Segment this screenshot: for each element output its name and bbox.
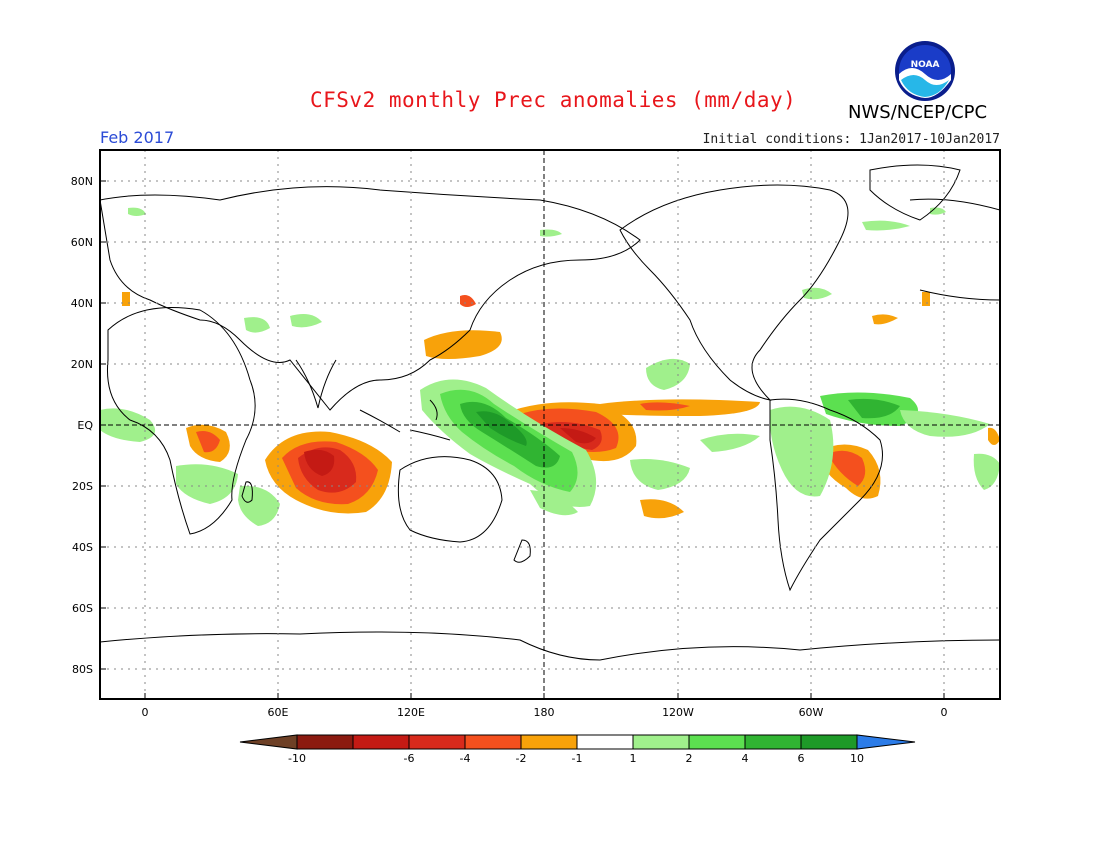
colorbar-segment (520, 734, 578, 750)
lat-label: 80S (72, 663, 93, 676)
colorbar-label: -1 (572, 752, 583, 765)
colorbar-segment (464, 734, 522, 750)
lat-label: 20N (71, 358, 93, 371)
lat-label: 40N (71, 297, 93, 310)
anomaly-shading (100, 207, 1000, 526)
colorbar-label: -10 (288, 752, 306, 765)
lon-label: 120W (662, 706, 694, 719)
colorbar-segment (296, 734, 354, 750)
coastlines (100, 164, 1000, 661)
colorbar-segment (352, 734, 410, 750)
lon-label: 120E (397, 706, 425, 719)
colorbar-segment (408, 734, 466, 750)
colorbar-label: -2 (516, 752, 527, 765)
map-title: CFSv2 monthly Prec anomalies (mm/day) (310, 88, 797, 112)
longitude-labels: 0 60E 120E 180 120W 60W 0 (142, 706, 948, 719)
colorbar-segment (632, 734, 690, 750)
lon-label: 0 (142, 706, 149, 719)
forecast-month: Feb 2017 (100, 128, 175, 147)
colorbar-label: 1 (630, 752, 637, 765)
colorbar-segment (688, 734, 746, 750)
colorbar-segment (800, 734, 858, 750)
colorbar-label: 10 (850, 752, 864, 765)
lat-label: 20S (72, 480, 93, 493)
colorbar-high-triangle (856, 734, 916, 750)
agency-label: NWS/NCEP/CPC (848, 102, 988, 123)
colorbar-label: 2 (686, 752, 693, 765)
lat-label: 60S (72, 602, 93, 615)
colorbar-label: -4 (460, 752, 471, 765)
lon-label: 0 (941, 706, 948, 719)
equator-dateline (100, 150, 1000, 699)
lat-label: 40S (72, 541, 93, 554)
axis-ticks (100, 180, 945, 699)
latitude-labels: 80N 60N 40N 20N EQ 20S 40S 60S 80S (71, 175, 94, 676)
noaa-logo: NOAA (895, 41, 955, 101)
lat-label: 80N (71, 175, 93, 188)
lon-label: 60E (268, 706, 289, 719)
colorbar-segment (744, 734, 802, 750)
initial-conditions: Initial conditions: 1Jan2017-10Jan2017 (702, 132, 1000, 147)
colorbar-low-triangle (239, 734, 298, 750)
lat-label: EQ (77, 419, 93, 432)
colorbar-label: 6 (798, 752, 805, 765)
colorbar: -10 -6 -4 -2 -1 1 2 4 6 10 (239, 734, 916, 765)
colorbar-label: -6 (404, 752, 415, 765)
svg-text:NOAA: NOAA (911, 60, 940, 70)
colorbar-label: 4 (742, 752, 749, 765)
lat-label: 60N (71, 236, 93, 249)
colorbar-segment (576, 734, 634, 750)
lon-label: 180 (534, 706, 555, 719)
graticule (100, 150, 1000, 699)
lon-label: 60W (799, 706, 824, 719)
